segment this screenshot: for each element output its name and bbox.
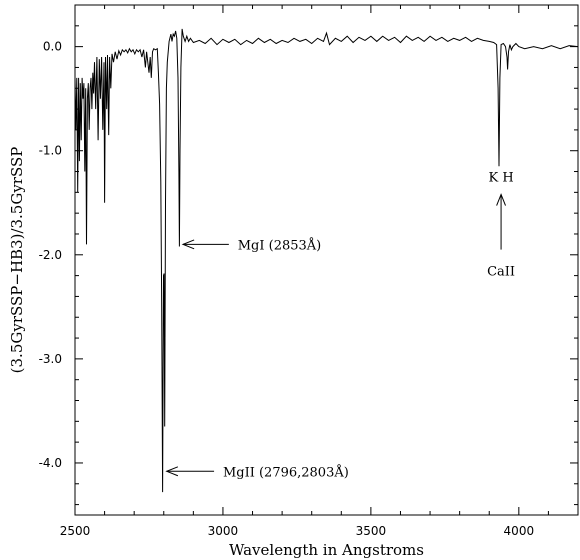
tick-labels: 0.0 -1.0 -2.0 -3.0 -4.0 2500 3000 3500 4000 [39,40,535,538]
y-tick-label: -1.0 [39,144,62,158]
annotation-arrowhead [165,466,179,477]
x-tick-label: 3000 [208,524,239,538]
spectrum-line [74,28,579,493]
annotations: MgI (2853Å) MgII (2796,2803Å) K H CaII [165,171,515,480]
annotation-label: CaII [487,264,515,279]
y-tick-label: -4.0 [39,456,62,470]
annotation-arrowhead [181,239,195,250]
y-axis-label: (3.5GyrSSP−HB3)/3.5GyrSSP [8,147,26,374]
plot-frame [74,4,579,516]
x-tick-label: 4000 [504,524,535,538]
y-tick-label: -2.0 [39,248,62,262]
x-tick-label: 2500 [60,524,91,538]
x-axis-label: Wavelength in Angstroms [229,541,424,559]
series-layer [74,28,579,493]
annotation-label: MgII (2796,2803Å) [223,464,349,480]
axis-ticks [74,5,579,515]
y-tick-label: 0.0 [43,40,62,54]
y-tick-label: -3.0 [39,352,62,366]
x-tick-label: 3500 [356,524,387,538]
annotation-label: K H [488,171,513,186]
annotation-arrowhead [496,193,506,206]
annotation-label: MgI (2853Å) [238,237,322,253]
